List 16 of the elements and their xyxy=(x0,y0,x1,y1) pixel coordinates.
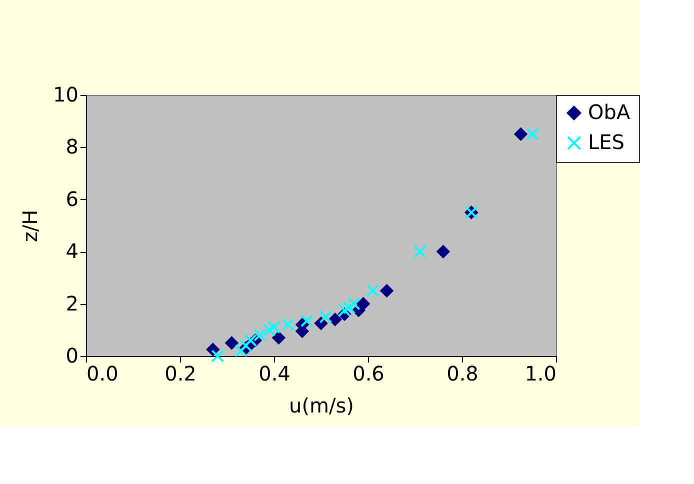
legend-label: LES xyxy=(588,130,624,154)
y-tick-label: 6 xyxy=(66,186,78,211)
x-tick-label: 0.0 xyxy=(86,362,118,386)
x-tick-label: 0.6 xyxy=(352,362,384,386)
y-tick-label: 10 xyxy=(53,82,78,106)
legend-label: ObA xyxy=(588,100,630,124)
y-axis-title: z/H xyxy=(18,210,42,242)
x-axis-title: u(m/s) xyxy=(289,394,354,418)
y-tick-label: 4 xyxy=(66,239,78,264)
y-tick-label: 0 xyxy=(66,344,78,368)
y-tick-label: 2 xyxy=(66,291,78,316)
x-tick-label: 0.2 xyxy=(164,362,196,386)
y-tick-label: 8 xyxy=(66,134,78,159)
x-tick-label: 1.0 xyxy=(524,362,556,386)
x-tick-label: 0.4 xyxy=(258,362,290,386)
x-tick-label: 0.8 xyxy=(446,362,478,386)
